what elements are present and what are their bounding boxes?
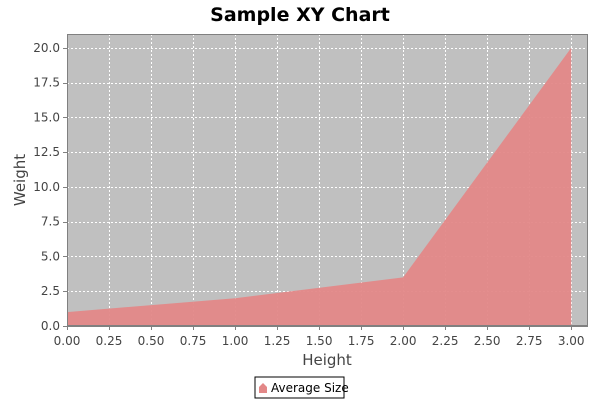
legend-box <box>254 376 345 399</box>
x-tick-label: 1.00 <box>222 334 249 348</box>
legend-swatch-average-size <box>259 383 267 393</box>
series-area-layer <box>67 47 572 327</box>
y-tick-label: 2.5 <box>41 284 60 298</box>
y-tick-label: 20.0 <box>33 41 60 55</box>
y-tick-label: 12.5 <box>33 145 60 159</box>
y-axis-title: Weight <box>11 154 29 206</box>
x-tick-label: 0.00 <box>54 334 81 348</box>
x-tick-label: 2.00 <box>390 334 417 348</box>
legend: Average Size <box>254 376 349 399</box>
y-tick-label: 17.5 <box>33 76 60 90</box>
x-tick-label: 2.50 <box>474 334 501 348</box>
y-tick-label: 0.0 <box>41 319 60 333</box>
x-tick-label: 0.25 <box>96 334 123 348</box>
x-tick-label: 1.75 <box>348 334 375 348</box>
series-area-average-size <box>67 47 572 327</box>
y-tick-label: 5.0 <box>41 249 60 263</box>
x-tick-label: 1.50 <box>306 334 333 348</box>
axes: 0.00 0.25 0.50 0.75 1.00 1.25 1.50 1.75 2.00 2.25… <box>33 34 588 348</box>
x-tick-label: 1.25 <box>264 334 291 348</box>
legend-label-average-size: Average Size <box>271 381 349 395</box>
x-tick-label: 0.50 <box>138 334 165 348</box>
chart-title: Sample XY Chart <box>210 4 390 26</box>
x-tick-label: 2.75 <box>516 334 543 348</box>
x-tick-label: 2.25 <box>432 334 459 348</box>
x-axis-title: Height <box>302 351 352 369</box>
x-tick-label: 3.00 <box>558 334 585 348</box>
y-tick-label: 7.5 <box>41 215 60 229</box>
y-tick-label: 15.0 <box>33 110 60 124</box>
x-tick-label: 0.75 <box>180 334 207 348</box>
y-tick-label: 10.0 <box>33 180 60 194</box>
